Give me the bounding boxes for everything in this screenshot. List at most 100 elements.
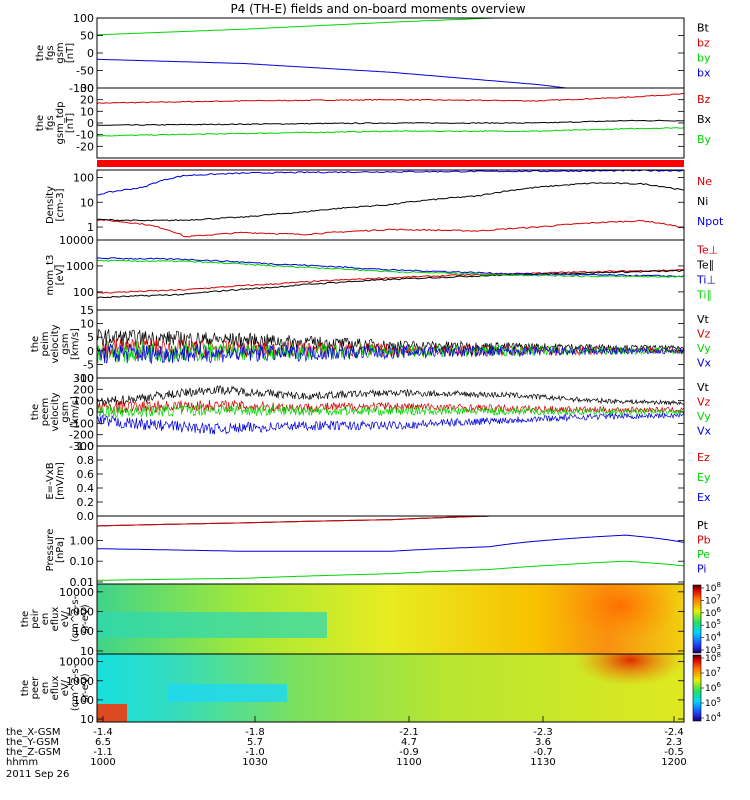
legend-entry-Te∥: Te∥ bbox=[696, 258, 714, 271]
colorbar-tick-label: 103 bbox=[705, 643, 721, 656]
y-axis-label: [km/s] bbox=[70, 328, 81, 360]
series-line-Pi bbox=[97, 534, 684, 552]
orbit-value: 3.6 bbox=[535, 737, 551, 748]
legend-entry-Vz: Vz bbox=[697, 396, 711, 409]
spectrogram-hot-region bbox=[560, 584, 680, 644]
orbit-value: 5.7 bbox=[247, 737, 263, 748]
y-tick-label: 20 bbox=[80, 94, 94, 107]
y-axis-label: gsm bbox=[55, 42, 66, 63]
y-axis-label: the bbox=[35, 115, 46, 131]
panel-7: 1.00.80.60.40.20.0 E=-VxB [mV/m] Ez Ey Ex bbox=[45, 440, 711, 523]
y-tick-label: 15 bbox=[80, 304, 94, 317]
colorbar-tick-label: 105 bbox=[705, 618, 721, 631]
colorbar bbox=[692, 654, 702, 722]
orbit-value: 1000 bbox=[90, 757, 115, 768]
series-line-Te⊥ bbox=[97, 269, 684, 294]
legend-entry-Ti⊥: Ti⊥ bbox=[696, 273, 716, 286]
orbit-value: -2.1 bbox=[399, 727, 419, 738]
orbit-value: 1030 bbox=[242, 757, 267, 768]
y-tick-label: -10 bbox=[76, 129, 94, 142]
y-tick-label: 0 bbox=[87, 47, 94, 60]
y-axis-label: the bbox=[30, 404, 41, 420]
legend-entry-Bx: Bx bbox=[697, 113, 712, 126]
spectrogram-low-flux-band bbox=[97, 612, 327, 638]
colorbar-tick-label: 107 bbox=[705, 666, 721, 679]
colorbar-tick-label: 107 bbox=[705, 593, 721, 606]
y-tick-label: 30 bbox=[80, 82, 94, 95]
colorbar-tick-label: 106 bbox=[705, 606, 721, 619]
legend-entry-Pe: Pe bbox=[697, 548, 710, 561]
series-line-bx bbox=[97, 58, 572, 88]
colorbar-tick-label: 108 bbox=[705, 581, 721, 594]
panel-series-group bbox=[97, 170, 684, 238]
legend-entry-by: by bbox=[697, 51, 711, 64]
panel-series-group bbox=[97, 92, 684, 137]
legend-entry-Vy: Vy bbox=[697, 342, 711, 355]
y-axis-label: peir bbox=[30, 608, 41, 628]
panel-3: 100 10 1 Density [cm-3] Ne Ni Npot bbox=[45, 169, 724, 241]
legend-entry-Vx: Vx bbox=[697, 425, 712, 438]
panel-10: 108 107 106 105 104 10000 1000 100 10 the peer en ef… bbox=[20, 651, 721, 726]
legend-entry-Ex: Ex bbox=[697, 491, 711, 504]
series-line-Bx bbox=[97, 119, 684, 126]
y-tick-label: 0.8 bbox=[77, 454, 95, 467]
orbit-value: 2.3 bbox=[666, 737, 682, 748]
colorbar-tick-label: 104 bbox=[705, 711, 721, 724]
y-axis-label: velocity bbox=[50, 324, 61, 363]
orbit-value: 6.5 bbox=[95, 737, 111, 748]
spectrogram-hot-region bbox=[575, 654, 684, 686]
y-axis-label: eV/ bbox=[60, 679, 71, 696]
orbit-value: -1.0 bbox=[245, 747, 265, 758]
legend-entry-Ey: Ey bbox=[697, 471, 711, 484]
spectrogram-low-energy-patch bbox=[97, 704, 127, 722]
legend-entry-By: By bbox=[697, 133, 712, 146]
y-axis-label: peem bbox=[40, 398, 51, 426]
y-tick-label: -100 bbox=[69, 417, 94, 430]
legend-entry-Vt: Vt bbox=[697, 313, 710, 326]
y-tick-label: 10000 bbox=[59, 586, 94, 599]
spectrogram-image bbox=[97, 654, 684, 722]
panel-frame bbox=[96, 445, 685, 517]
y-axis-label: the bbox=[30, 336, 41, 352]
panel-series-group bbox=[97, 257, 684, 299]
y-tick-label: 0.01 bbox=[70, 576, 95, 589]
y-tick-label: 100 bbox=[73, 694, 94, 707]
orbit-row-label: the_Z-GSM bbox=[6, 747, 61, 758]
series-line-Npot bbox=[97, 170, 684, 196]
y-axis-label: E=-VxB bbox=[45, 462, 56, 499]
y-axis-label: (cm^2-s- bbox=[70, 664, 81, 711]
series-line-Vx bbox=[97, 343, 684, 364]
y-axis-label: fgs bbox=[45, 45, 56, 60]
series-line-Vz bbox=[97, 399, 684, 414]
y-tick-label: 100 bbox=[73, 395, 94, 408]
series-line-Pe bbox=[97, 560, 684, 581]
colorbar-tick-label: 106 bbox=[705, 681, 721, 694]
figure-title: P4 (TH-E) fields and on-board moments ov… bbox=[230, 2, 525, 16]
y-tick-label: 1000 bbox=[66, 260, 94, 273]
y-tick-label: 300 bbox=[73, 372, 94, 385]
spectrogram-low-flux-band bbox=[167, 684, 287, 702]
colorbar-tick-label: 104 bbox=[705, 631, 721, 644]
y-axis-label: (cm^2-s- bbox=[70, 595, 81, 642]
orbit-value: 1100 bbox=[396, 757, 421, 768]
orbit-value: 1130 bbox=[530, 757, 555, 768]
y-tick-label: 100 bbox=[73, 12, 94, 25]
y-tick-label: -5 bbox=[83, 358, 94, 371]
orbit-value: -0.7 bbox=[533, 747, 553, 758]
orbit-row-label: the_X-GSM bbox=[6, 727, 60, 738]
y-tick-label: 10 bbox=[80, 645, 94, 658]
y-axis-label: sr-eV) bbox=[80, 673, 91, 702]
series-line-Ti⊥ bbox=[97, 257, 684, 278]
y-tick-label: 1.0 bbox=[77, 440, 95, 453]
y-axis-label: gsm bbox=[60, 333, 71, 354]
y-axis-label: [mV/m] bbox=[55, 462, 66, 500]
legend-entry-Ti∥: Ti∥ bbox=[696, 288, 712, 301]
y-tick-label: 1000 bbox=[66, 675, 94, 688]
legend-entry-Ne: Ne bbox=[697, 175, 712, 188]
y-tick-label: -200 bbox=[69, 429, 94, 442]
y-tick-label: 10 bbox=[80, 105, 94, 118]
